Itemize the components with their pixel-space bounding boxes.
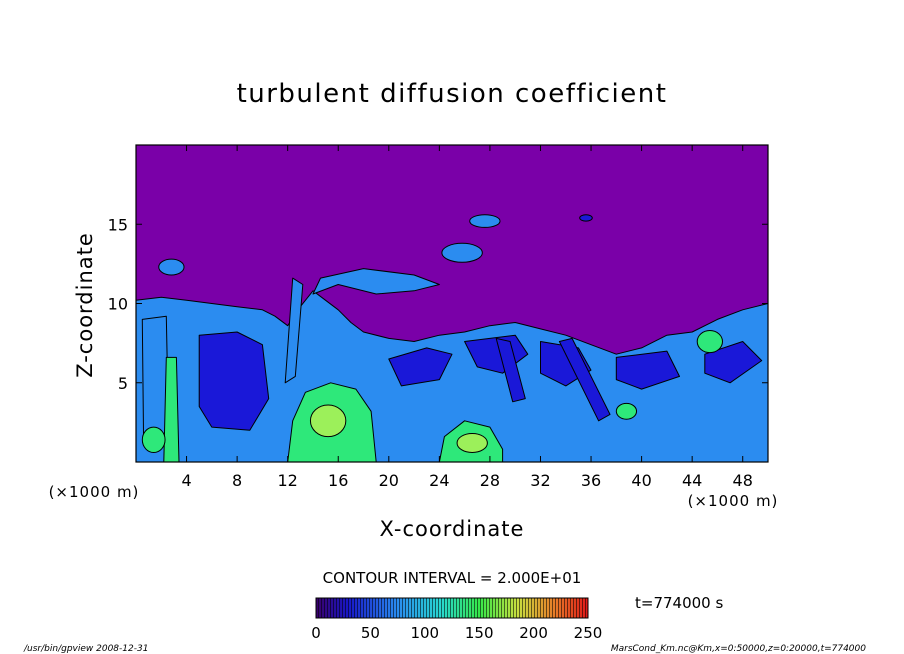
x-tick-label: 12 (278, 471, 298, 490)
y-tick-label: 15 (108, 215, 128, 234)
x-tick-label: 40 (631, 471, 651, 490)
convective-core (309, 404, 347, 438)
y-axis: 5 10 15 (108, 215, 768, 393)
x-tick-label: 24 (429, 471, 449, 490)
footer-right: MarsCond_Km.nc@Km,x=0:50000,z=0:20000,t=… (611, 644, 866, 654)
edge-patch (696, 329, 723, 354)
colorbar-tick-label: 0 (311, 624, 321, 642)
z-unit-label: (×1000 m) (49, 483, 140, 501)
footer-left: /usr/bin/gpview 2008-12-31 (23, 644, 148, 654)
colorbar-frame (315, 597, 589, 619)
colorbar-stripes (316, 598, 588, 618)
upper-patch (158, 258, 185, 276)
updraft-chimney (284, 277, 304, 384)
colorbar-tick-label: 200 (519, 624, 548, 642)
colorbar-tick-label: 50 (361, 624, 380, 642)
field-layer (136, 214, 768, 462)
x-tick-label: 8 (232, 471, 242, 490)
x-tick-label: 16 (328, 471, 348, 490)
shear-streak (495, 337, 526, 403)
y-axis-label: Z-coordinate (73, 232, 97, 378)
x-tick-label: 20 (379, 471, 399, 490)
x-unit-label: (×1000 m) (688, 492, 779, 510)
convective-cell (141, 426, 166, 453)
x-tick-label: 48 (733, 471, 753, 490)
x-tick-label: 28 (480, 471, 500, 490)
upper-patch (579, 214, 593, 222)
x-axis-label: X-coordinate (380, 517, 525, 541)
eddy-cell (198, 331, 270, 431)
x-tick-label: 36 (581, 471, 601, 490)
upper-patch (441, 242, 483, 263)
colorbar-tick-label: 250 (574, 624, 603, 642)
eddy-cell (704, 341, 763, 384)
x-tick-label: 32 (530, 471, 550, 490)
x-tick-label: 4 (181, 471, 191, 490)
colorbar: 0 50 100 150 200 250 (311, 597, 602, 642)
convective-core (456, 432, 488, 453)
time-label: t=774000 s (635, 594, 723, 612)
upper-patch (469, 214, 501, 228)
plume-column (163, 356, 180, 462)
colorbar-tick-label: 100 (410, 624, 439, 642)
y-tick-label: 10 (108, 295, 128, 314)
chart-title: turbulent diffusion coefficient (237, 79, 668, 109)
x-tick-label: 44 (682, 471, 702, 490)
eddy-cell (615, 350, 680, 390)
colorbar-ticks: 0 50 100 150 200 250 (311, 624, 602, 642)
x-axis: 4 8 12 16 20 24 28 32 36 40 44 48 (181, 145, 753, 490)
y-tick-label: 5 (118, 374, 128, 393)
detached-filament (312, 268, 440, 295)
colorbar-tick-label: 150 (465, 624, 494, 642)
shear-streak (558, 337, 611, 422)
eddy-cell (388, 347, 453, 387)
plot-area (136, 145, 768, 462)
edge-patch (615, 402, 638, 420)
contour-interval-text: CONTOUR INTERVAL = 2.000E+01 (323, 569, 582, 587)
